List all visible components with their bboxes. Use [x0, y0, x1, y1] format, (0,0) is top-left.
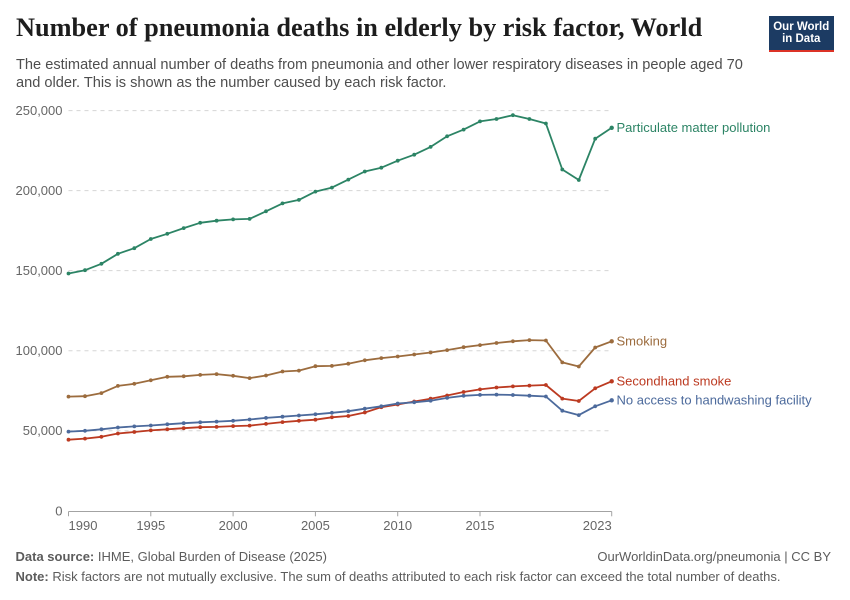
svg-text:Smoking: Smoking: [617, 333, 668, 348]
svg-text:Particulate matter pollution: Particulate matter pollution: [617, 120, 771, 135]
svg-text:2023: 2023: [583, 518, 612, 533]
svg-text:200,000: 200,000: [16, 183, 63, 198]
svg-text:1995: 1995: [136, 518, 165, 533]
svg-text:Secondhand smoke: Secondhand smoke: [617, 373, 732, 388]
svg-text:2010: 2010: [383, 518, 412, 533]
svg-text:100,000: 100,000: [16, 343, 63, 358]
svg-text:2000: 2000: [219, 518, 248, 533]
svg-text:No access to handwashing facil: No access to handwashing facility: [617, 392, 813, 407]
svg-text:250,000: 250,000: [16, 103, 63, 118]
svg-text:150,000: 150,000: [16, 263, 63, 278]
svg-text:1990: 1990: [69, 518, 98, 533]
svg-text:0: 0: [55, 503, 62, 518]
svg-text:2005: 2005: [301, 518, 330, 533]
svg-text:50,000: 50,000: [23, 423, 63, 438]
svg-text:2015: 2015: [466, 518, 495, 533]
